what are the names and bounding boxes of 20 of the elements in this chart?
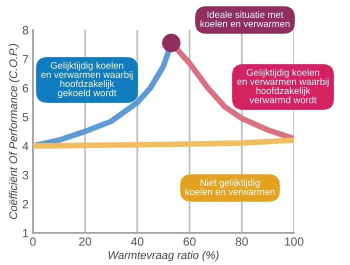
- x-tick-label: 80: [236, 237, 248, 246]
- y-tick-label: 5: [22, 113, 28, 122]
- y-tick-label: 6: [22, 84, 28, 92]
- x-tick-label: 0: [30, 237, 36, 246]
- annotation: Gelijktijdig koelen en verwarmen waarbij hoofdzakelijk verwarmd wordt: [237, 68, 329, 104]
- x-tick-label: 60: [184, 237, 196, 246]
- y-tick-label: 4: [22, 142, 28, 150]
- y-tick-label: 7: [22, 55, 28, 64]
- text: Ideale situatie met koelen en verwarmen: [200, 11, 290, 28]
- annotation: Niet gelijktijdig koelen en verwarmen: [185, 179, 275, 196]
- y-tick-label: 2: [22, 200, 28, 208]
- x-tick-label: 100: [285, 237, 304, 246]
- x-tick-label: 20: [79, 237, 92, 246]
- x-tick-label: 40: [131, 237, 144, 246]
- y-axis-title: Coëfficiënt Of Performance (C.O.P.): [9, 44, 20, 220]
- y-tick-label: 1: [23, 229, 28, 238]
- annotation: Gelijktijdig koelen en verwarmen waarbij hoofdzakelijk gekoeld wordt: [41, 62, 133, 98]
- y-tick-label: 8: [22, 26, 28, 34]
- x-axis-title: Warmtevraag ratio (%): [108, 250, 219, 262]
- y-tick-label: 3: [22, 170, 28, 180]
